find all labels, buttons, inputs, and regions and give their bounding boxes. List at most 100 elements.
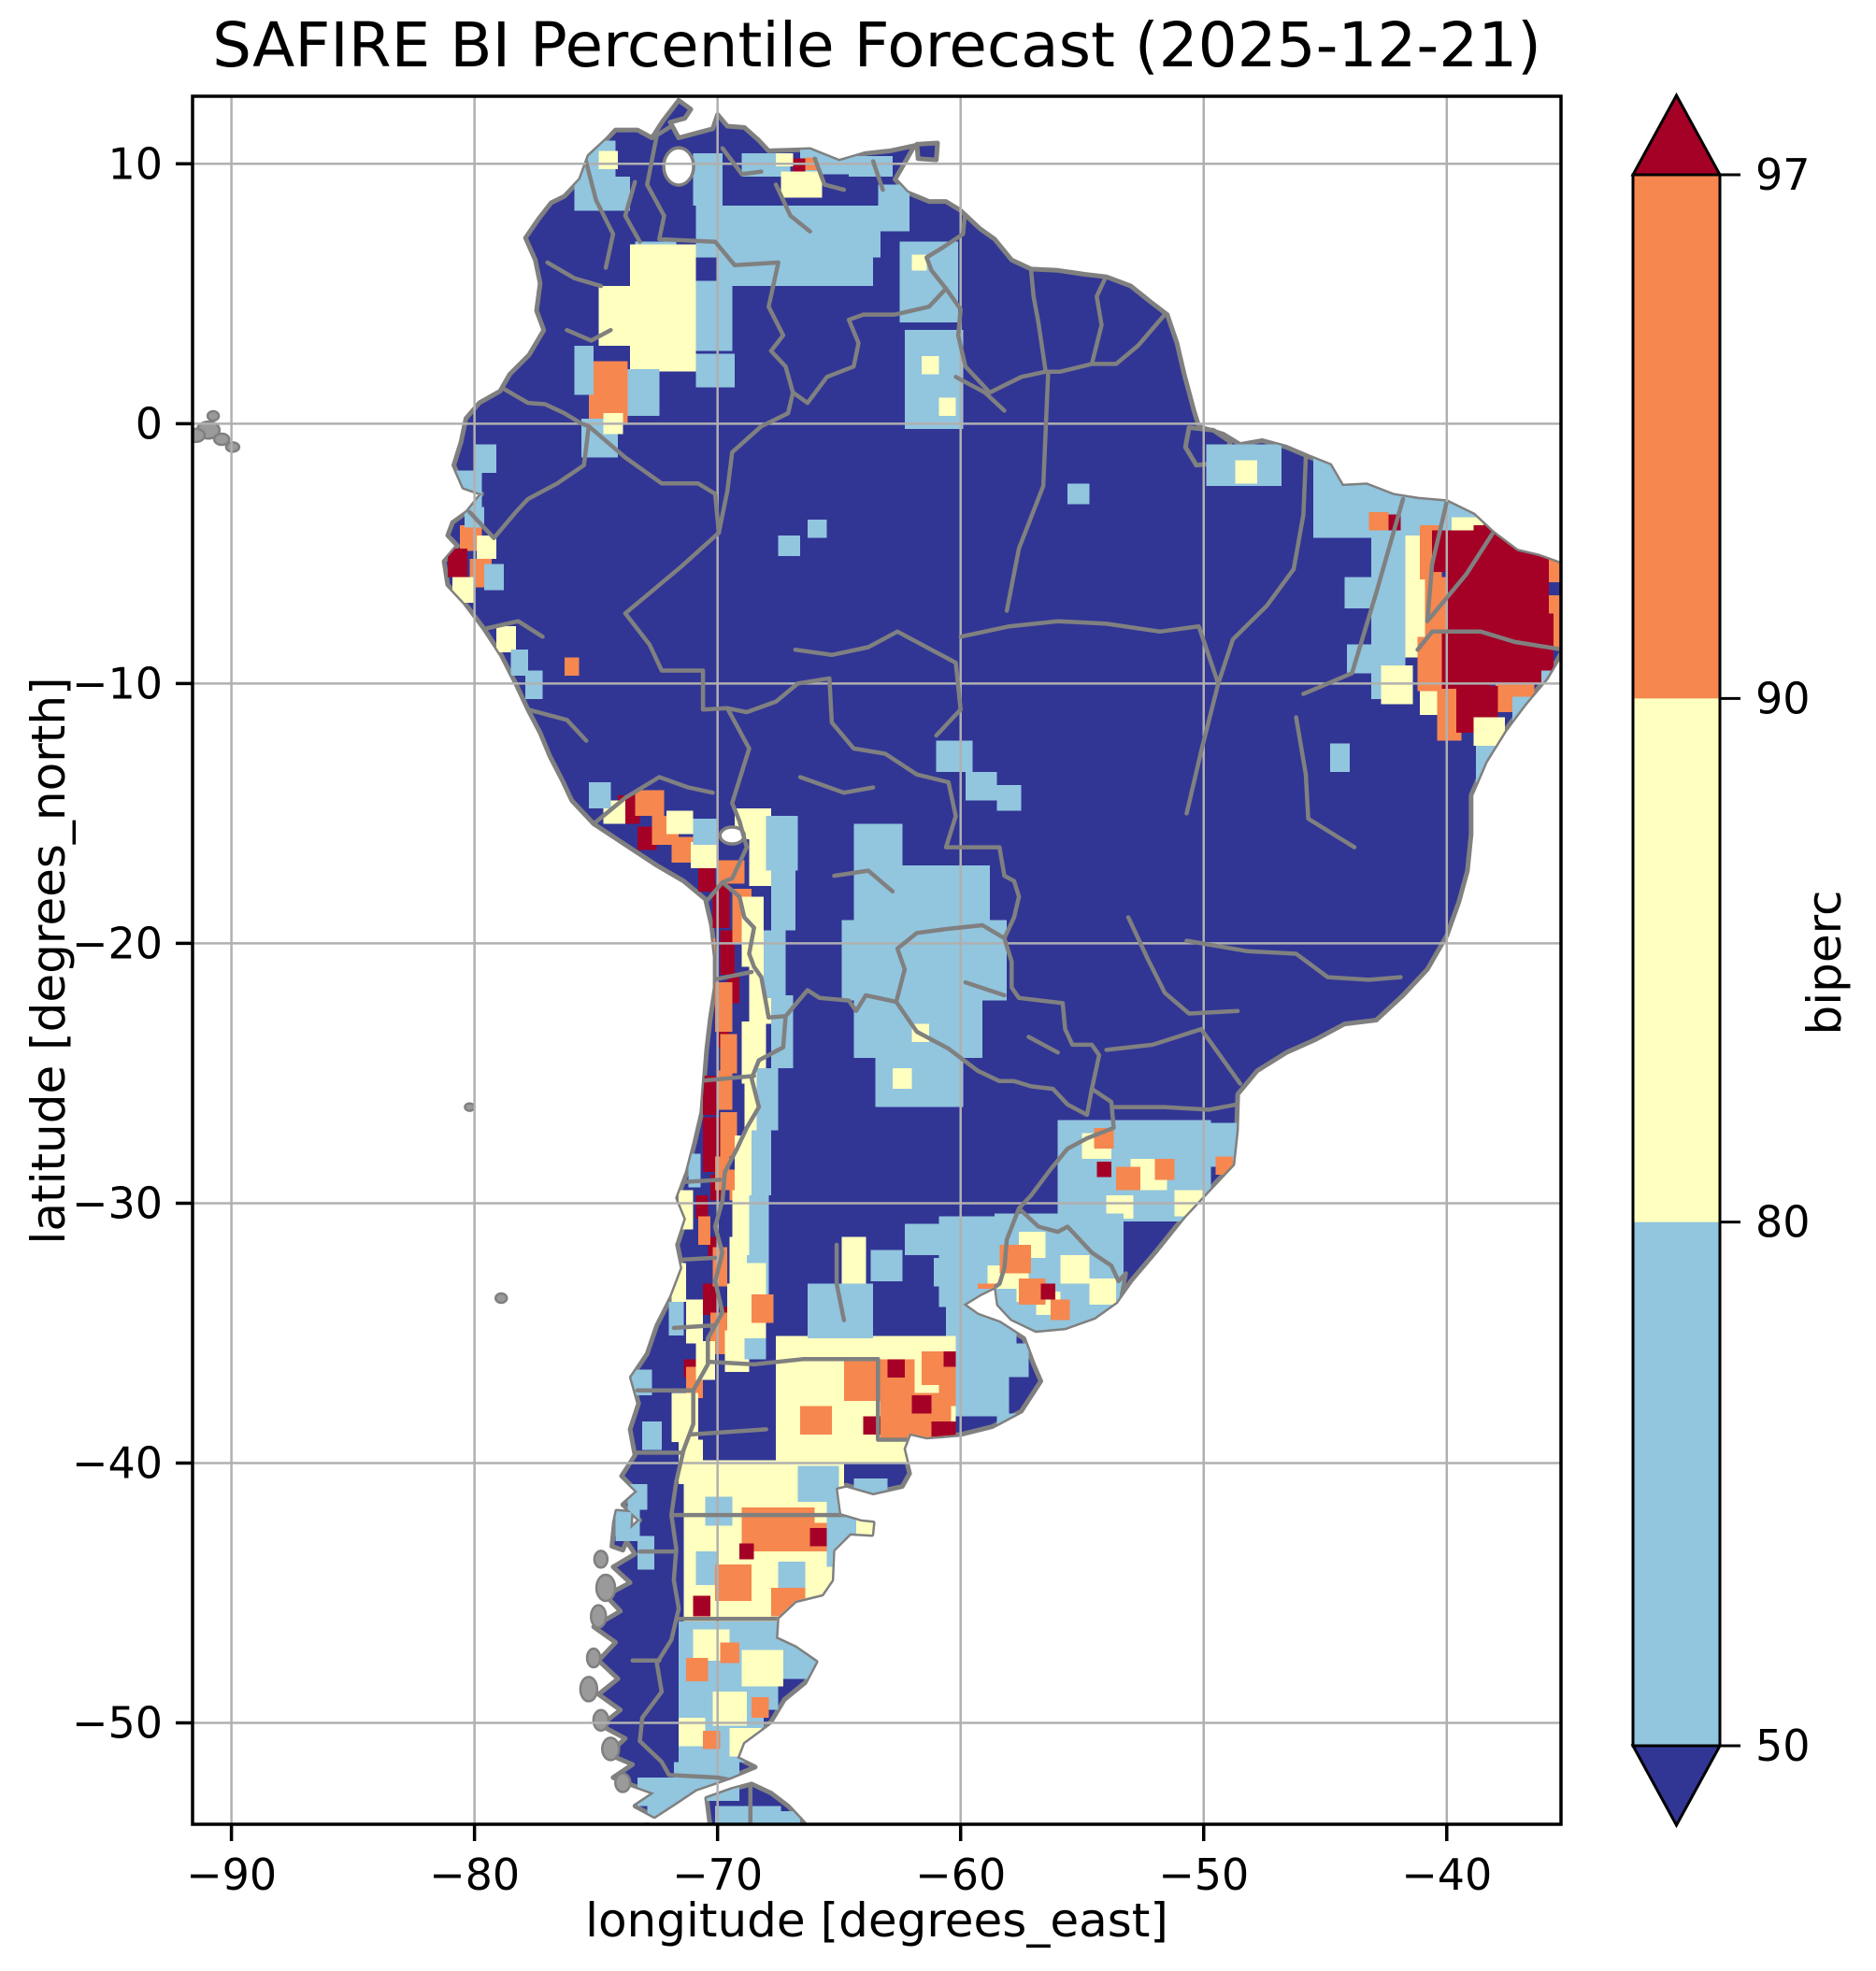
- grid-cell: [911, 1395, 932, 1414]
- grid-cell: [936, 740, 973, 772]
- grid-cell: [1441, 631, 1491, 689]
- border-line: [834, 1242, 847, 1322]
- grid-cell: [691, 842, 718, 868]
- map-area: [193, 96, 1561, 1847]
- grid-cell: [770, 995, 794, 1068]
- grid-cell: [1096, 1162, 1111, 1178]
- border-line: [525, 707, 589, 743]
- grid-cell: [448, 548, 467, 578]
- y-tick-label: −30: [72, 1178, 163, 1228]
- border-line: [1301, 496, 1406, 696]
- border-line: [943, 286, 1167, 395]
- plot-title: SAFIRE BI Percentile Forecast (2025-12-2…: [212, 9, 1541, 81]
- grid-cell: [756, 1067, 779, 1131]
- island: [212, 432, 231, 447]
- border-line: [720, 146, 764, 177]
- grid-cell: [770, 1588, 806, 1617]
- border-line: [1125, 915, 1240, 1016]
- y-tick-label: −40: [72, 1438, 163, 1489]
- grid-cell: [647, 1798, 689, 1824]
- grid-cell: [1330, 743, 1350, 772]
- coastline-trinidad: [914, 140, 940, 163]
- grid-cell: [853, 865, 990, 921]
- border-line: [688, 1427, 768, 1437]
- border-line: [870, 159, 885, 193]
- grid-cell: [635, 790, 665, 817]
- border-line: [666, 1255, 718, 1263]
- y-tick-label: −10: [72, 658, 163, 708]
- border-line: [812, 156, 847, 193]
- border-line: [720, 879, 788, 1020]
- grid-cell: [693, 1595, 710, 1617]
- islands: [193, 409, 866, 1847]
- grid-cell: [878, 184, 910, 232]
- border-line: [720, 706, 752, 885]
- border-line: [783, 988, 899, 1019]
- grid-cell: [938, 397, 956, 416]
- grid-cell: [564, 657, 580, 677]
- axis-ticks: −90 −80 −70 −60 −50 −40 10 0 −10 −20 −30 −40 −50: [72, 138, 1492, 1900]
- border-line: [545, 260, 604, 289]
- grid-cell: [892, 1067, 912, 1090]
- grid-cell: [666, 810, 694, 835]
- colorbar-under-arrow: [1630, 1744, 1723, 1829]
- grid-cell: [1215, 1156, 1233, 1175]
- border-line: [637, 1014, 788, 1787]
- grid-cell: [996, 784, 1022, 811]
- grid-cell: [1344, 577, 1374, 608]
- grid-cell: [673, 1762, 740, 1801]
- border-line: [1028, 268, 1048, 374]
- island: [592, 1708, 610, 1733]
- grid-cell: [695, 1340, 716, 1380]
- grid-cell: [837, 1569, 874, 1611]
- grid-cell: [574, 177, 631, 211]
- grid-cell: [703, 1730, 721, 1750]
- grid-cell: [588, 361, 628, 424]
- grid-cell: [764, 930, 786, 998]
- border-line: [581, 150, 616, 270]
- colorbar-over-arrow: [1630, 92, 1723, 177]
- grid-cell: [668, 1302, 684, 1336]
- border-line: [1184, 938, 1403, 982]
- border-line: [1415, 629, 1561, 652]
- island: [579, 1676, 599, 1703]
- border-line: [1004, 372, 1051, 613]
- grid-cell: [720, 1642, 740, 1664]
- grid-cell: [911, 254, 927, 271]
- grid-cell: [752, 1293, 774, 1323]
- border-line: [706, 1357, 881, 1367]
- lake: [662, 146, 695, 187]
- grid-cell: [955, 1333, 1010, 1417]
- grid-cell: [800, 1406, 832, 1435]
- island: [224, 441, 241, 453]
- y-tick-label: −50: [72, 1698, 163, 1749]
- grid-cell: [1060, 1255, 1090, 1284]
- island: [639, 1822, 654, 1824]
- grid-cell: [715, 1564, 752, 1601]
- border-line: [894, 999, 1095, 1118]
- border-line: [1016, 1086, 1116, 1211]
- island: [585, 1647, 602, 1669]
- grid-cell: [474, 444, 496, 474]
- x-tick-label: −60: [915, 1850, 1006, 1900]
- border-line: [710, 969, 754, 982]
- grid-cell: [809, 1528, 827, 1547]
- grid-cell: [477, 535, 496, 559]
- border-line: [1216, 566, 1296, 686]
- colorbar-outline: [1631, 173, 1722, 1748]
- island: [850, 1837, 866, 1847]
- grid-cell: [685, 1658, 709, 1682]
- border-line: [791, 286, 949, 406]
- border-line: [565, 327, 613, 343]
- border-line: [1002, 936, 1102, 1092]
- grid-cell: [770, 870, 795, 931]
- grid-cell: [752, 1130, 771, 1196]
- grid-cell: [1050, 1299, 1070, 1321]
- grid-cell: [460, 524, 482, 551]
- grid-cell: [496, 626, 516, 652]
- island: [593, 1550, 609, 1569]
- grid-cell: [841, 1236, 866, 1284]
- border-line: [1291, 455, 1309, 572]
- grid-cell: [749, 1195, 769, 1258]
